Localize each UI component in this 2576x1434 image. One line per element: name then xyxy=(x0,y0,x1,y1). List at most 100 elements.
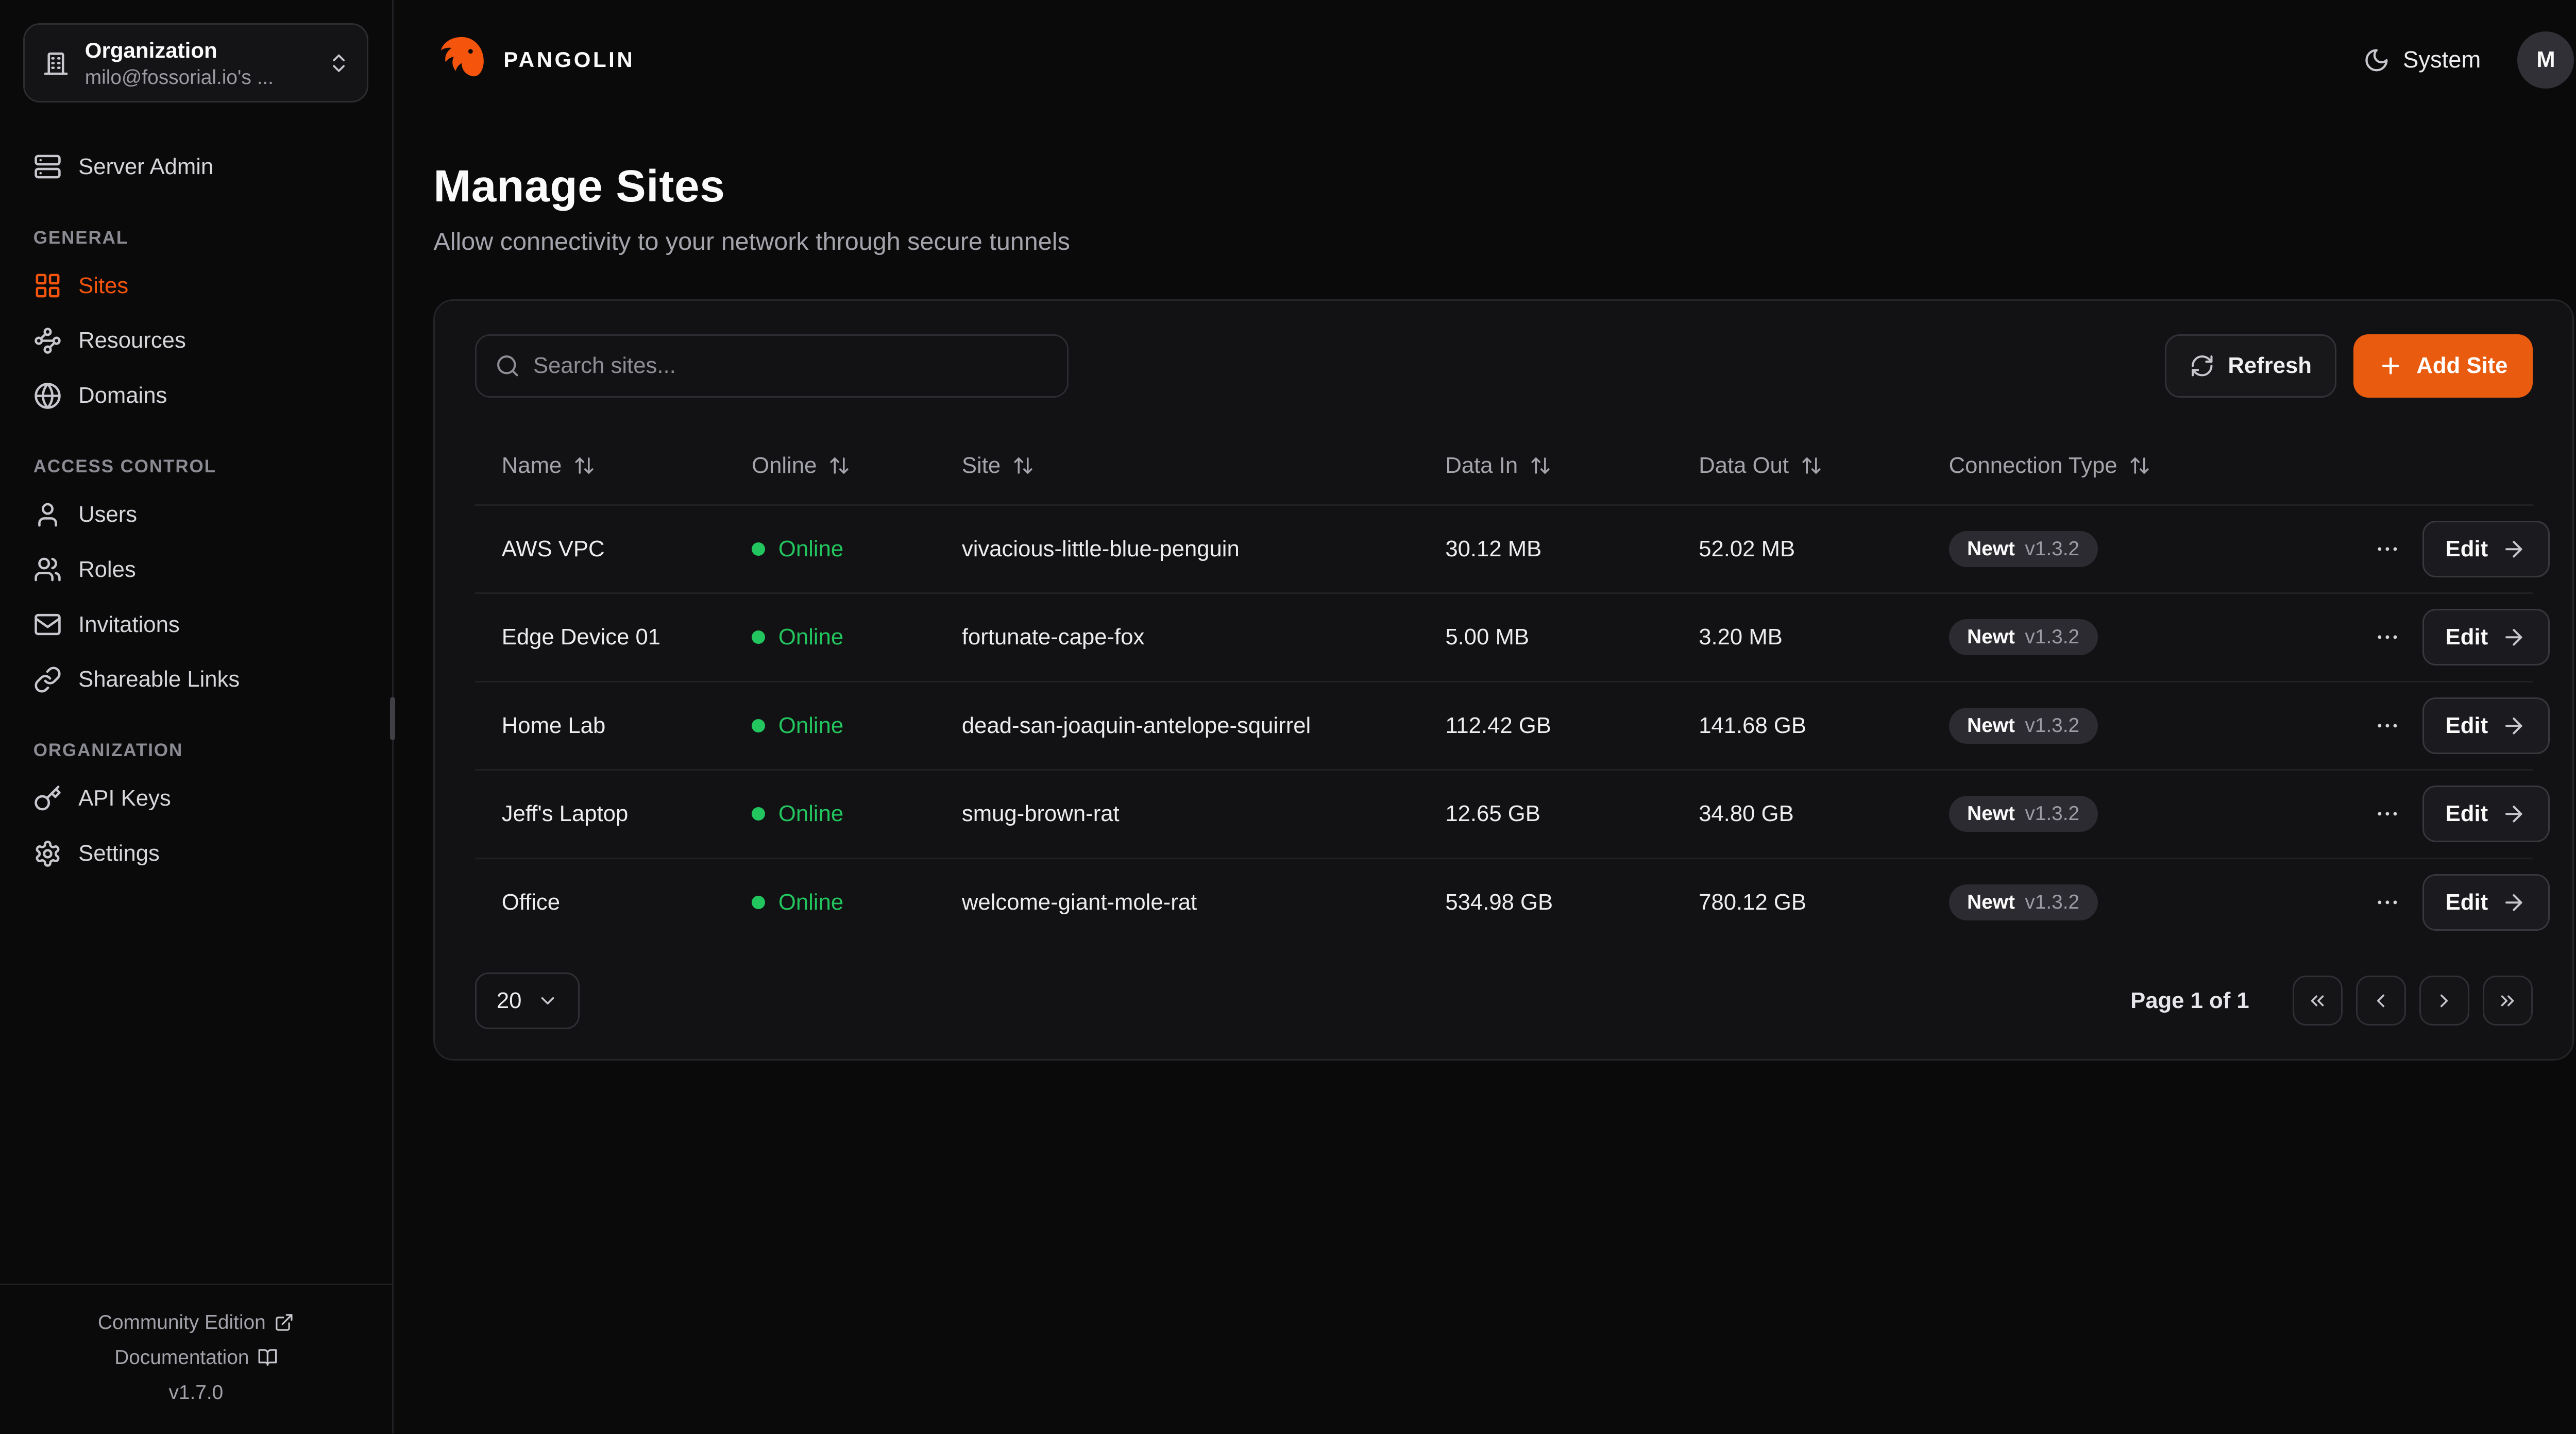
first-page-button[interactable] xyxy=(2292,976,2343,1026)
edit-button[interactable]: Edit xyxy=(2422,874,2550,931)
page-title: Manage Sites xyxy=(433,160,725,211)
column-header-site[interactable]: Site xyxy=(962,453,1445,479)
connection-type-cell: Newt v1.3.2 xyxy=(1948,707,2366,744)
org-name: Organization xyxy=(84,38,217,62)
refresh-icon xyxy=(2190,353,2215,379)
sidebar-item-label: Server Admin xyxy=(78,153,214,179)
key-icon xyxy=(33,784,62,813)
last-page-button[interactable] xyxy=(2482,976,2533,1026)
search-input[interactable] xyxy=(477,335,1067,396)
site-name-cell: Edge Device 01 xyxy=(501,624,661,650)
sidebar-footer: Community Edition Documentation v1.7.0 xyxy=(0,1283,392,1433)
edit-button[interactable]: Edit xyxy=(2422,520,2550,577)
sort-icon xyxy=(2129,455,2150,476)
chevron-left-icon xyxy=(2370,990,2392,1012)
column-header-connection-type[interactable]: Connection Type xyxy=(1949,453,2366,479)
topbar-right: System M xyxy=(2363,31,2574,89)
arrow-right-icon xyxy=(2501,890,2527,915)
row-menu-button[interactable] xyxy=(2366,616,2409,659)
sidebar-item-roles[interactable]: Roles xyxy=(23,542,368,597)
sidebar-item-shareable-links[interactable]: Shareable Links xyxy=(23,652,368,707)
connection-type-badge: Newt v1.3.2 xyxy=(1948,619,2098,656)
data-out-cell: 34.80 GB xyxy=(1699,801,1794,827)
connection-type-cell: Newt v1.3.2 xyxy=(1948,619,2366,656)
data-out-cell: 780.12 GB xyxy=(1699,889,1806,915)
sidebar-item-label: API Keys xyxy=(78,786,171,811)
sidebar-item-label: Users xyxy=(78,502,138,527)
sidebar-item-server-admin[interactable]: Server Admin xyxy=(23,139,368,194)
sort-icon xyxy=(573,455,595,476)
documentation-link[interactable]: Documentation xyxy=(16,1340,375,1375)
edit-button[interactable]: Edit xyxy=(2422,697,2550,754)
table-row: Home Lab Online dead-san-joaquin-antelop… xyxy=(475,680,2550,770)
site-slug-cell: welcome-giant-mole-rat xyxy=(961,889,1197,915)
column-header-data-in[interactable]: Data In xyxy=(1445,453,1699,479)
sidebar-item-domains[interactable]: Domains xyxy=(23,368,368,423)
data-in-cell: 12.65 GB xyxy=(1445,801,1540,827)
sidebar-item-label: Settings xyxy=(78,841,160,866)
sidebar-item-sites[interactable]: Sites xyxy=(23,258,368,313)
page-size-select[interactable]: 20 xyxy=(475,972,580,1029)
site-slug-cell: smug-brown-rat xyxy=(961,801,1120,827)
sidebar-section-access-control: ACCESS CONTROL xyxy=(33,456,216,477)
sidebar-item-label: Resources xyxy=(78,328,186,353)
sidebar-section-general: GENERAL xyxy=(33,227,129,248)
link-icon xyxy=(33,665,62,694)
theme-toggle[interactable]: System xyxy=(2363,46,2481,73)
chevrons-left-icon xyxy=(2307,990,2328,1012)
edit-button[interactable]: Edit xyxy=(2422,786,2550,843)
table-row: Edge Device 01 Online fortunate-cape-fox… xyxy=(475,592,2550,681)
sort-icon xyxy=(1012,455,1034,476)
toolbar-buttons: Refresh Add Site xyxy=(2164,334,2533,398)
site-status-cell: Online xyxy=(752,713,962,739)
brand-name: PANGOLIN xyxy=(503,47,635,72)
users-icon xyxy=(33,555,62,584)
sidebar-item-label: Shareable Links xyxy=(78,667,240,692)
community-edition-link[interactable]: Community Edition xyxy=(16,1305,375,1340)
arrow-right-icon xyxy=(2501,537,2527,562)
main-content: PANGOLIN System M Manage Sites Allow con… xyxy=(394,0,2576,1433)
topbar: PANGOLIN System M xyxy=(433,0,2574,120)
column-header-name[interactable]: Name xyxy=(502,453,752,479)
sidebar-item-invitations[interactable]: Invitations xyxy=(23,597,368,652)
online-dot-icon xyxy=(752,719,766,732)
add-site-button[interactable]: Add Site xyxy=(2353,334,2533,398)
edit-button[interactable]: Edit xyxy=(2422,609,2550,666)
row-actions: Edit xyxy=(2366,697,2550,754)
previous-page-button[interactable] xyxy=(2355,976,2406,1026)
sort-icon xyxy=(1530,455,1551,476)
site-name-cell: Home Lab xyxy=(501,712,606,738)
site-status-cell: Online xyxy=(752,536,962,562)
avatar[interactable]: M xyxy=(2517,31,2574,89)
org-subtitle: milo@fossorial.io's ... xyxy=(84,66,274,89)
column-header-data-out[interactable]: Data Out xyxy=(1699,453,1948,479)
sort-icon xyxy=(1801,455,1822,476)
version-label: v1.7.0 xyxy=(168,1381,224,1404)
row-menu-button[interactable] xyxy=(2366,881,2409,924)
connection-type-badge: Newt v1.3.2 xyxy=(1948,796,2098,832)
sidebar-resize-handle[interactable] xyxy=(390,696,396,740)
row-menu-button[interactable] xyxy=(2366,527,2409,571)
sidebar-item-label: Invitations xyxy=(78,611,180,637)
next-page-button[interactable] xyxy=(2419,976,2469,1026)
data-out-cell: 3.20 MB xyxy=(1699,624,1783,650)
sidebar-item-settings[interactable]: Settings xyxy=(23,826,368,881)
arrow-right-icon xyxy=(2501,801,2527,827)
sidebar-item-resources[interactable]: Resources xyxy=(23,313,368,368)
sites-grid-icon xyxy=(33,271,62,300)
external-link-icon xyxy=(274,1312,294,1333)
data-in-cell: 112.42 GB xyxy=(1445,712,1551,738)
row-menu-button[interactable] xyxy=(2366,792,2409,835)
org-switcher[interactable]: Organization milo@fossorial.io's ... xyxy=(23,23,369,103)
row-menu-button[interactable] xyxy=(2366,704,2409,747)
page-subtitle: Allow connectivity to your network throu… xyxy=(433,227,1070,255)
sidebar-item-users[interactable]: Users xyxy=(23,487,368,542)
online-dot-icon xyxy=(752,542,766,556)
row-actions: Edit xyxy=(2366,786,2550,843)
refresh-button[interactable]: Refresh xyxy=(2164,334,2337,398)
sidebar-item-api-keys[interactable]: API Keys xyxy=(23,771,368,826)
search-icon xyxy=(495,353,520,379)
column-header-online[interactable]: Online xyxy=(752,453,962,479)
site-name-cell: Jeff's Laptop xyxy=(501,801,629,827)
